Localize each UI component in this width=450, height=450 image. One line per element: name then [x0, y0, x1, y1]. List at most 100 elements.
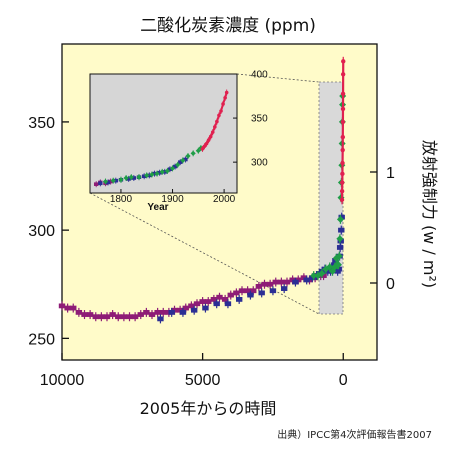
axis-ticks: 10000 5000 0 350 300 250 1 0 — [28, 115, 395, 389]
data-point — [70, 303, 77, 313]
point-marker — [224, 301, 232, 307]
inset-data-point — [141, 173, 147, 180]
data-point — [109, 310, 116, 320]
chart-title: 二酸化炭素濃度 (ppm) — [140, 16, 316, 36]
point-marker — [318, 269, 326, 277]
point-marker — [128, 174, 134, 180]
data-point — [233, 288, 240, 298]
point-marker — [336, 215, 344, 223]
data-point — [283, 277, 291, 287]
inset-data-point — [183, 156, 188, 163]
point-marker — [86, 312, 94, 317]
inset-x-axis-title: Year — [147, 202, 168, 213]
right-axis-title: 放射強制力 (w / m²) — [420, 140, 439, 288]
point-marker — [120, 314, 128, 320]
point-marker — [180, 157, 186, 163]
data-point — [326, 262, 334, 272]
data-point — [154, 307, 161, 317]
point-marker — [336, 245, 344, 250]
inset-data-point — [126, 175, 131, 182]
inset-data-point — [185, 152, 191, 159]
data-point — [269, 286, 277, 296]
data-point — [255, 281, 263, 291]
point-marker — [195, 148, 201, 154]
point-marker — [266, 281, 274, 287]
data-point — [92, 312, 99, 322]
point-marker — [221, 296, 229, 302]
data-point — [216, 292, 223, 302]
data-point — [334, 260, 342, 270]
data-point — [64, 303, 71, 313]
point-marker — [205, 299, 212, 304]
inset-y-tick-label: 300 — [251, 158, 268, 169]
data-point — [303, 275, 310, 285]
data-point — [261, 279, 268, 289]
point-marker — [137, 312, 144, 317]
point-marker — [159, 169, 165, 175]
data-point — [335, 251, 343, 261]
point-marker — [182, 305, 189, 311]
point-marker — [92, 314, 99, 320]
inset-data-point — [144, 172, 150, 179]
data-point — [148, 310, 156, 320]
data-point — [75, 307, 83, 317]
data-point — [224, 299, 232, 309]
data-point — [213, 299, 220, 309]
inset-data-point — [123, 175, 129, 182]
point-marker — [168, 309, 175, 315]
inset-data-point — [108, 178, 113, 185]
data-point — [98, 312, 105, 322]
point-marker — [227, 292, 234, 298]
inset-x-tick-label: 1900 — [161, 194, 184, 205]
point-marker — [148, 312, 156, 317]
point-marker — [98, 314, 105, 320]
inset-data-point — [131, 175, 137, 182]
point-marker — [179, 309, 187, 315]
inset-data-point — [149, 171, 155, 178]
inset-data-point — [167, 166, 173, 173]
right-tick-label: 1 — [386, 165, 395, 182]
point-marker — [335, 252, 343, 260]
y-tick-label: 350 — [28, 115, 55, 132]
inset-series-group — [93, 89, 229, 188]
inset-data-point — [128, 174, 134, 181]
point-marker — [235, 296, 243, 302]
data-point — [310, 271, 318, 281]
data-point — [247, 290, 254, 300]
data-point — [202, 303, 209, 313]
data-point — [205, 297, 212, 307]
inset-data-point — [178, 159, 183, 166]
data-point — [238, 286, 246, 296]
point-marker — [154, 309, 161, 315]
inset-x-tick-label: 1800 — [110, 194, 133, 205]
point-marker — [157, 316, 164, 322]
inset-data-point — [169, 165, 176, 172]
inset-ticks: 1800 1900 2000 400 350 300 — [110, 70, 268, 206]
data-point — [115, 312, 122, 322]
point-marker — [108, 179, 113, 184]
point-marker — [261, 281, 268, 287]
point-marker — [75, 309, 83, 315]
data-point — [336, 214, 344, 224]
data-point — [137, 310, 144, 320]
data-point — [318, 268, 326, 278]
point-marker — [320, 273, 327, 278]
point-marker — [154, 171, 160, 177]
inset-data-point — [98, 180, 103, 187]
data-point — [160, 307, 167, 317]
point-marker — [172, 164, 178, 169]
inset-data-point — [175, 161, 181, 168]
point-marker — [336, 235, 344, 243]
inset-data-point — [105, 179, 111, 186]
inset-connector-upper — [236, 73, 320, 83]
point-marker — [103, 314, 111, 320]
data-point — [278, 277, 285, 287]
point-marker — [269, 288, 277, 294]
point-marker — [126, 314, 133, 320]
data-point — [193, 299, 201, 309]
point-marker — [188, 303, 195, 309]
point-marker — [118, 177, 124, 183]
point-marker — [183, 157, 188, 162]
data-point — [81, 310, 88, 320]
